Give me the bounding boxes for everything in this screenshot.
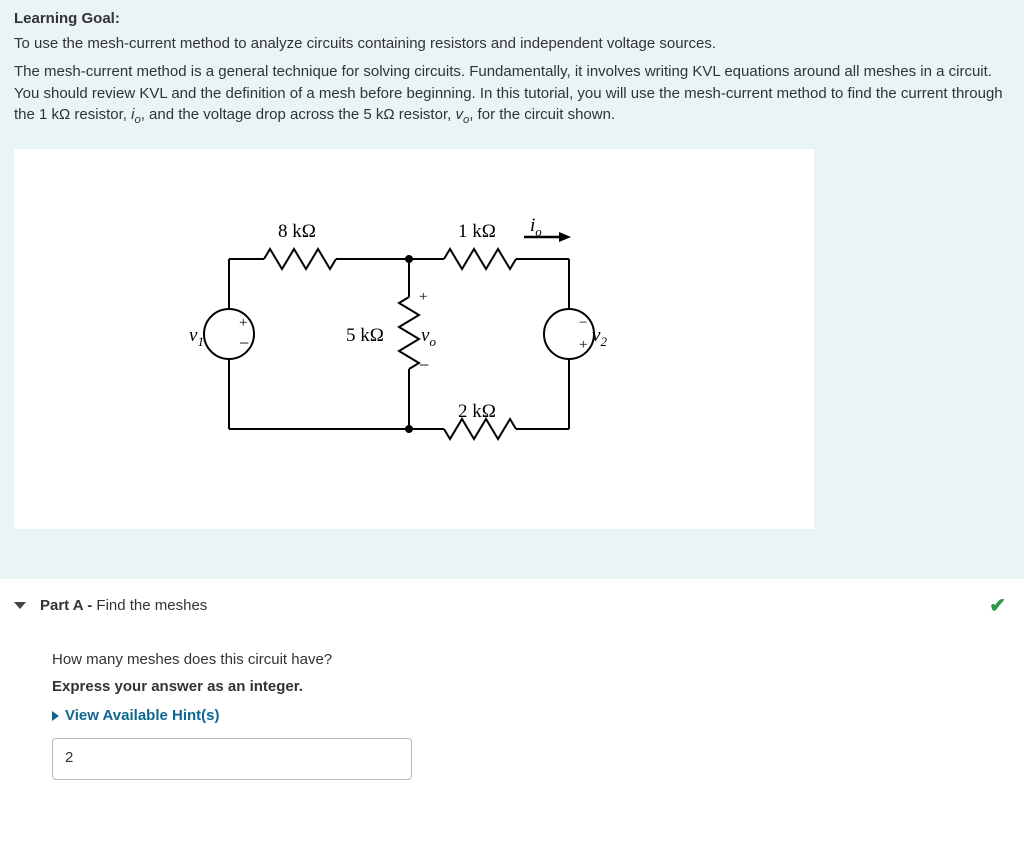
view-hints-button[interactable]: View Available Hint(s): [52, 707, 1010, 724]
chevron-down-icon[interactable]: [14, 602, 26, 609]
io-label: io: [530, 215, 542, 239]
svg-text:−: −: [419, 355, 429, 375]
part-a-instruction: Express your answer as an integer.: [52, 678, 1010, 695]
svg-text:+: +: [579, 337, 587, 353]
part-a-body: How many meshes does this circuit have? …: [0, 629, 1024, 800]
answer-input[interactable]: 2: [52, 738, 412, 780]
chevron-right-icon: [52, 711, 59, 721]
circuit-figure: 8 kΩ 1 kΩ 5 kΩ 2 kΩ io v1 + − v2 − + + v…: [14, 149, 814, 529]
r4-label: 2 kΩ: [458, 401, 496, 422]
figure-container: 8 kΩ 1 kΩ 5 kΩ 2 kΩ io v1 + − v2 − + + v…: [0, 149, 1024, 579]
r3-label: 5 kΩ: [346, 325, 384, 346]
learning-goal-p1: To use the mesh-current method to analyz…: [14, 33, 1010, 55]
svg-text:+: +: [239, 315, 247, 331]
svg-text:−: −: [239, 333, 249, 353]
r1-label: 8 kΩ: [278, 221, 316, 242]
learning-goal-heading: Learning Goal:: [14, 10, 1010, 27]
learning-goal-panel: Learning Goal: To use the mesh-current m…: [0, 0, 1024, 149]
svg-text:+: +: [419, 289, 427, 305]
svg-text:−: −: [579, 315, 587, 331]
part-a-question: How many meshes does this circuit have?: [52, 651, 1010, 668]
learning-goal-p2: The mesh-current method is a general tec…: [14, 61, 1010, 129]
part-a-title: Part A - Find the meshes: [40, 597, 207, 614]
correct-check-icon: ✔: [989, 593, 1006, 618]
v1-label: v1: [189, 325, 204, 349]
vo-label: vo: [421, 325, 436, 349]
part-a-header[interactable]: Part A - Find the meshes ✔: [0, 579, 1024, 629]
r2-label: 1 kΩ: [458, 221, 496, 242]
v2-label: v2: [592, 325, 607, 349]
